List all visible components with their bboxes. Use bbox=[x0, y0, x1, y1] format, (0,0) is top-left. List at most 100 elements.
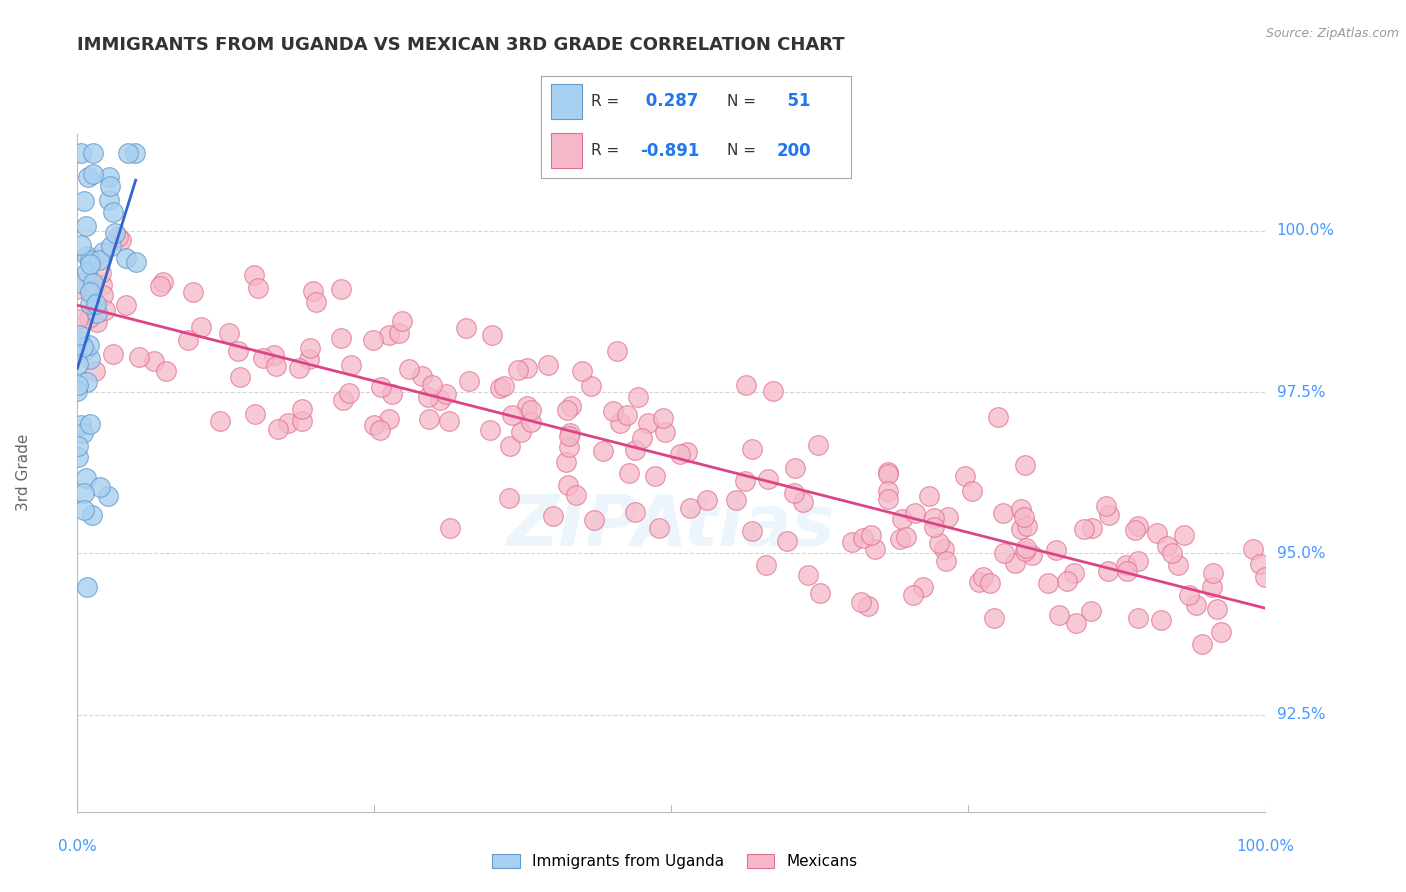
Point bbox=[901, 588, 924, 602]
Point bbox=[87, 253, 110, 268]
Point bbox=[1063, 566, 1085, 580]
Point bbox=[363, 417, 385, 432]
Point bbox=[1202, 566, 1225, 580]
Point bbox=[247, 281, 270, 295]
Point bbox=[1014, 544, 1036, 558]
Point bbox=[291, 413, 314, 427]
Point bbox=[1064, 615, 1087, 630]
Text: 100.0%: 100.0% bbox=[1277, 223, 1334, 238]
Point bbox=[993, 546, 1015, 560]
Point bbox=[1201, 580, 1223, 594]
Point bbox=[329, 331, 352, 345]
Point bbox=[91, 288, 114, 302]
Point bbox=[75, 343, 97, 358]
Point bbox=[79, 257, 101, 271]
Point bbox=[624, 442, 647, 457]
Text: N =: N = bbox=[727, 94, 761, 109]
Bar bbox=[551, 133, 582, 168]
Point bbox=[79, 417, 101, 431]
Text: 0.0%: 0.0% bbox=[58, 838, 97, 854]
Point bbox=[877, 484, 900, 499]
Point bbox=[110, 233, 132, 247]
Point bbox=[894, 530, 917, 544]
Point bbox=[859, 527, 882, 541]
Point bbox=[877, 465, 900, 479]
Point bbox=[654, 425, 676, 439]
Text: R =: R = bbox=[591, 144, 624, 158]
Point bbox=[1038, 575, 1060, 590]
Point bbox=[488, 381, 510, 395]
Point bbox=[340, 359, 363, 373]
Point bbox=[114, 298, 136, 312]
Point bbox=[115, 251, 138, 265]
Point bbox=[734, 378, 756, 392]
Point bbox=[1191, 637, 1213, 651]
Point bbox=[288, 360, 311, 375]
Point bbox=[960, 483, 983, 498]
Point bbox=[1014, 458, 1036, 472]
Point bbox=[1047, 607, 1070, 622]
Point bbox=[797, 567, 820, 582]
Point bbox=[783, 486, 806, 500]
Point bbox=[1014, 509, 1036, 524]
Point bbox=[152, 275, 174, 289]
Text: ZIPAtlas: ZIPAtlas bbox=[508, 492, 835, 561]
Point bbox=[543, 509, 565, 524]
Point bbox=[1249, 557, 1271, 571]
Point bbox=[912, 580, 935, 594]
Point bbox=[229, 369, 252, 384]
Point bbox=[79, 297, 101, 311]
Point bbox=[82, 146, 104, 161]
Text: 51: 51 bbox=[776, 93, 811, 111]
Point bbox=[696, 492, 718, 507]
Point bbox=[76, 581, 98, 595]
Point bbox=[86, 306, 108, 320]
Point bbox=[98, 193, 121, 207]
Point bbox=[267, 422, 290, 436]
Point bbox=[1010, 502, 1032, 516]
Point bbox=[82, 276, 104, 290]
Point bbox=[761, 384, 783, 399]
Point bbox=[1241, 541, 1264, 556]
Point bbox=[558, 440, 581, 454]
Point bbox=[330, 282, 353, 296]
Point bbox=[416, 390, 439, 404]
Point bbox=[619, 467, 641, 481]
Point bbox=[1115, 564, 1137, 578]
Point bbox=[644, 468, 666, 483]
Point bbox=[1254, 569, 1277, 583]
Text: N =: N = bbox=[727, 144, 761, 158]
Point bbox=[1081, 521, 1104, 535]
Point bbox=[993, 506, 1015, 520]
Point bbox=[177, 333, 200, 347]
Point bbox=[783, 461, 806, 475]
Point bbox=[1185, 598, 1208, 612]
Point bbox=[631, 431, 654, 445]
Point bbox=[264, 359, 287, 373]
Point bbox=[904, 506, 927, 520]
Point bbox=[89, 480, 111, 494]
Point bbox=[564, 487, 586, 501]
Point bbox=[439, 521, 461, 535]
Point bbox=[972, 570, 994, 584]
Text: 92.5%: 92.5% bbox=[1277, 707, 1324, 723]
Legend: Immigrants from Uganda, Mexicans: Immigrants from Uganda, Mexicans bbox=[486, 848, 863, 875]
Point bbox=[1017, 519, 1039, 533]
Point bbox=[66, 384, 89, 399]
Point bbox=[676, 445, 699, 459]
Point bbox=[734, 474, 756, 488]
Point bbox=[142, 354, 165, 368]
Point bbox=[101, 204, 124, 219]
Point bbox=[388, 326, 411, 340]
Point bbox=[299, 341, 322, 355]
Point bbox=[67, 377, 90, 392]
Point bbox=[679, 501, 702, 516]
Point bbox=[370, 380, 392, 394]
Point bbox=[79, 337, 101, 351]
Point bbox=[889, 533, 911, 547]
Point bbox=[1173, 528, 1195, 542]
Bar bbox=[551, 84, 582, 119]
Point bbox=[79, 285, 101, 299]
Point bbox=[378, 412, 401, 426]
Point bbox=[1126, 518, 1149, 533]
